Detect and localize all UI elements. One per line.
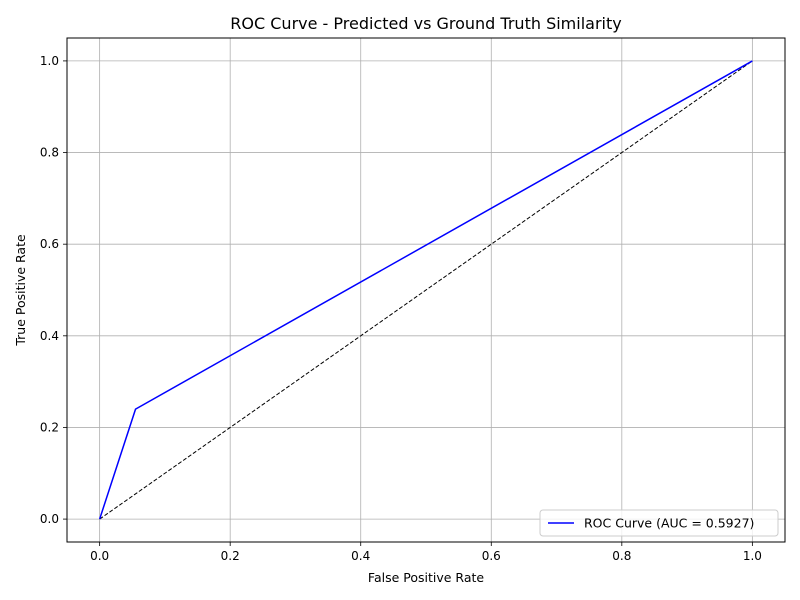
plot-frame	[66, 37, 786, 543]
x-tick-label: 1.0	[743, 549, 762, 563]
x-tick-label: 0.0	[90, 549, 109, 563]
legend-box	[539, 509, 779, 537]
series-layer	[98, 60, 753, 520]
y-tick-label: 0.2	[40, 420, 59, 434]
axis-ticks: 0.0 0.2 0.4 0.6 0.8 1.0 0.0 0.2 0.4 0.6 0.8 1.0	[40, 54, 762, 563]
random-baseline-line	[99, 60, 753, 520]
y-tick-label: 0.4	[40, 329, 59, 343]
roc-curve-line	[98, 60, 753, 520]
legend-label-roc-curve: ROC Curve (AUC = 0.5927)	[584, 516, 754, 531]
x-axis-label: False Positive Rate	[368, 570, 484, 585]
y-tick-label: 0.8	[40, 146, 59, 160]
x-tick-label: 0.6	[482, 549, 501, 563]
y-tick-label: 1.0	[40, 54, 59, 68]
y-tick-label: 0.0	[40, 512, 59, 526]
chart-title: ROC Curve - Predicted vs Ground Truth Si…	[230, 14, 621, 33]
y-axis-label: True Positive Rate	[13, 234, 28, 347]
legend: ROC Curve (AUC = 0.5927)	[539, 509, 779, 537]
y-tick-label: 0.6	[40, 237, 59, 251]
x-tick-label: 0.8	[612, 549, 631, 563]
x-tick-label: 0.4	[351, 549, 370, 563]
x-tick-label: 0.2	[221, 549, 240, 563]
